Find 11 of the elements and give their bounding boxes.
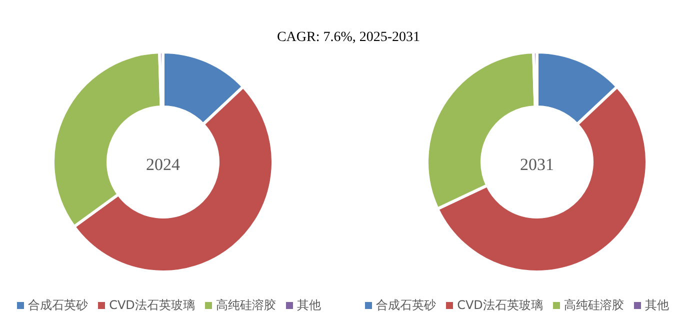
chart-title: CAGR: 7.6%, 2025-2031 bbox=[276, 30, 422, 46]
legend-label: 合成石英砂 bbox=[376, 298, 436, 312]
legend-label: CVD法石英玻璃 bbox=[457, 298, 543, 312]
legend-label: 合成石英砂 bbox=[28, 298, 88, 312]
legend-label: 高纯硅溶胶 bbox=[216, 298, 276, 312]
legend-label: 高纯硅溶胶 bbox=[564, 298, 624, 312]
legend-label: 其他 bbox=[296, 298, 321, 312]
legend-label: CVD法石英玻璃 bbox=[109, 298, 195, 312]
text: 2024 bbox=[146, 155, 180, 174]
legend-label: 其他 bbox=[644, 298, 669, 312]
text: 2031 bbox=[520, 155, 554, 174]
